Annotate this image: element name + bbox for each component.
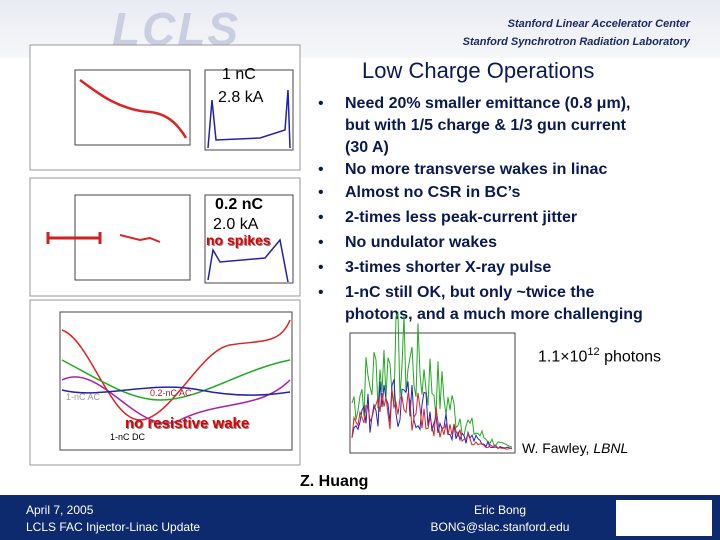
bullet: • No undulator wakes (318, 232, 648, 254)
bottom-panel (29, 299, 301, 466)
bullet-dot: • (318, 259, 324, 276)
bullet-dot: • (318, 184, 324, 201)
credit-name: W. Fawley, (522, 440, 594, 456)
plot-label: 2.8 kA (218, 89, 264, 106)
lab-name: Stanford Synchrotron Radiation Laborator… (462, 36, 690, 48)
footer-logo (616, 500, 712, 536)
slide-title: Low Charge Operations (362, 58, 595, 83)
author: Z. Huang (300, 473, 369, 490)
photon-unit: photons (604, 348, 662, 366)
photon-count: 1.1×1012 photons (538, 346, 661, 366)
plot-label: 2.0 kA (213, 216, 259, 233)
bullet-text: Almost no CSR in BC’s (345, 184, 521, 201)
bullet: • 1-nC still OK, but only ~twice the phot… (318, 282, 648, 326)
footer-event: LCLS FAC Injector-Linac Update (26, 520, 201, 534)
footer-band (0, 495, 720, 540)
plot-label: 1 nC (222, 66, 256, 83)
bullet-dot: • (318, 95, 324, 112)
bullet-dot: • (318, 209, 324, 226)
bullet-dot: • (318, 234, 324, 251)
plot-label: 0.2 nC (215, 196, 264, 213)
bullet: • 3-times shorter X-ray pulse (318, 257, 648, 279)
curve-label: 1-nC DC (110, 432, 146, 442)
credit-lab: LBNL (593, 440, 629, 456)
bullet-text: 1-nC still OK, but only ~twice the photo… (345, 284, 643, 323)
photon-exponent: 12 (587, 346, 600, 358)
curve-label: 0.2-nC AC (150, 388, 192, 398)
bullet-text: No more transverse wakes in linac (345, 161, 608, 178)
bullet: • No more transverse wakes in linac (318, 159, 648, 181)
bullet-text: 2-times less peak-current jitter (345, 209, 578, 226)
bullet-text: 3-times shorter X-ray pulse (345, 259, 552, 276)
bullet: • Almost no CSR in BC’s (318, 182, 648, 204)
bullet-dot: • (318, 161, 324, 178)
curve-label: 1-nC AC (66, 392, 101, 402)
footer-date: April 7, 2005 (26, 503, 94, 517)
photon-base: 1.1×10 (538, 348, 588, 366)
footer-name: Eric Bong (473, 503, 527, 517)
bullet-text: Need 20% smaller emittance (0.8 μm), but… (345, 95, 631, 156)
footer-email: BONG@slac.stanford.edu (430, 520, 570, 534)
bullet: • Need 20% smaller emittance (0.8 μm), bu… (318, 93, 648, 159)
plot-note: no resistive wake (125, 415, 250, 432)
bullet: • 2-times less peak-current jitter (318, 207, 648, 229)
top-panel (29, 44, 301, 171)
credit: W. Fawley, LBNL (522, 440, 628, 456)
lab-name: Stanford Linear Accelerator Center (507, 18, 690, 30)
plot-note: no spikes (206, 232, 271, 248)
bullet-text: No undulator wakes (345, 234, 498, 251)
fel-plot (335, 311, 520, 466)
bullet-dot: • (318, 284, 324, 301)
middle-panel (29, 177, 301, 297)
